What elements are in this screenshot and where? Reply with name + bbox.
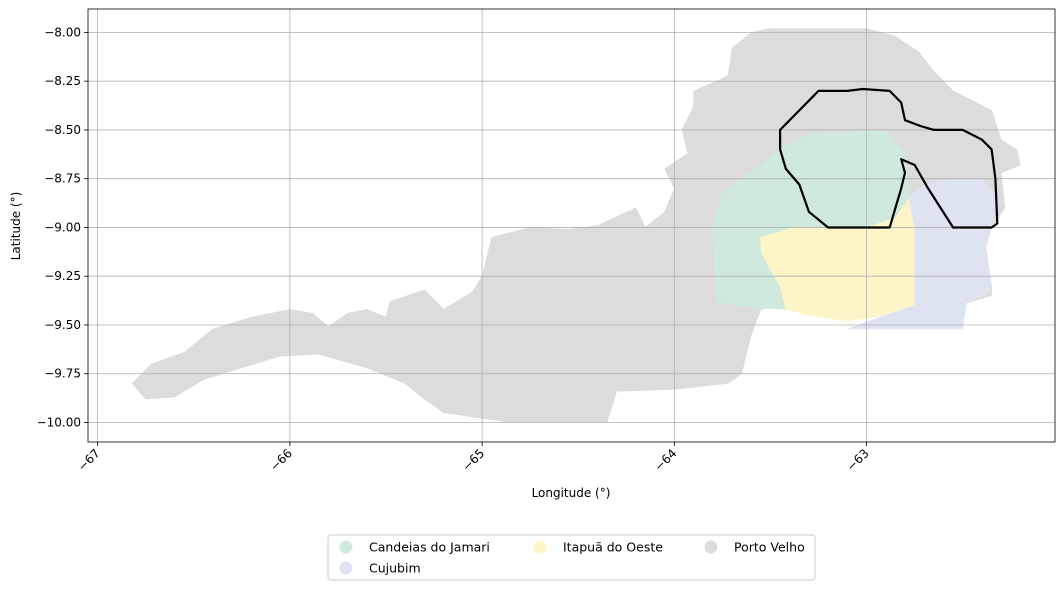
legend-marker-candeias-do-jamari (339, 540, 353, 554)
x-axis-label: Longitude (°) (532, 486, 611, 500)
plot-frame (87, 8, 1056, 443)
x-tick-label: −66 (267, 446, 295, 474)
y-tick-label: −9.00 (44, 220, 81, 234)
x-tick-label: −65 (459, 446, 487, 474)
regions-layer (131, 28, 1021, 423)
y-tick-label: −10.00 (37, 415, 81, 429)
legend-frame (327, 534, 816, 581)
y-tick-label: −9.25 (44, 269, 81, 283)
outline-layer (779, 87, 999, 229)
legend-label-porto-velho: Porto Velho (734, 540, 805, 555)
legend-label-itapua-do-oeste: Itapuã do Oeste (563, 540, 663, 555)
y-tick-label: −9.75 (44, 367, 81, 381)
y-tick-label: −9.50 (44, 318, 81, 332)
legend-marker-cujubim (339, 561, 353, 575)
y-tick-label: −8.50 (44, 123, 81, 137)
legend-label-candeias-do-jamari: Candeias do Jamari (369, 540, 490, 555)
legend-label-cujubim: Cujubim (369, 561, 421, 576)
y-tick-label: −8.00 (44, 25, 81, 39)
x-axis-ticks: −67 −66 −65 −64 −63 (75, 442, 872, 474)
boundary-outline (779, 87, 999, 229)
y-tick-label: −8.75 (44, 172, 81, 186)
legend-marker-porto-velho (704, 540, 718, 554)
x-tick-label: −64 (652, 446, 680, 474)
y-axis-label: Latitude (°) (9, 192, 23, 261)
y-axis-ticks: −8.00 −8.25 −8.50 −8.75 −9.00 −9.25 −9.50 −9.75… (37, 25, 88, 429)
x-tick-label: −63 (844, 446, 872, 474)
legend-marker-itapua-do-oeste (533, 540, 547, 554)
x-tick-label: −67 (75, 446, 103, 474)
legend: Candeias do Jamari Cujubim Itapuã do Oeste… (327, 534, 816, 581)
y-tick-label: −8.25 (44, 74, 81, 88)
grid-layer (88, 9, 1055, 442)
